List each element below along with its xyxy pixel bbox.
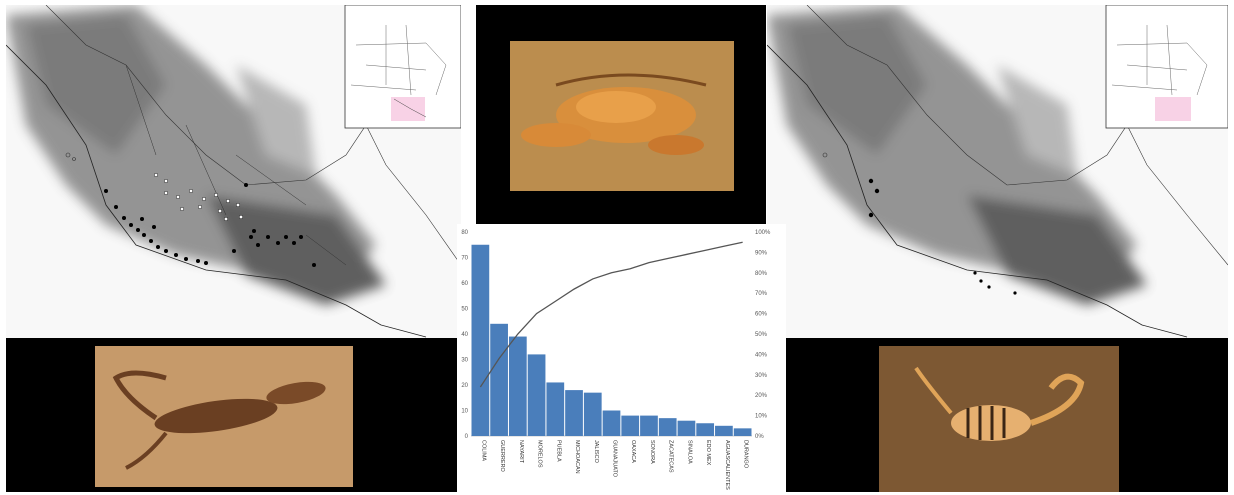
- left-map-graphic: [6, 5, 461, 338]
- category-label: SINALOA: [686, 440, 692, 464]
- category-label: COLIMA: [480, 440, 486, 461]
- y2-tick-label: 40%: [755, 352, 768, 358]
- y-tick-label: 30: [461, 358, 468, 364]
- bar: [696, 423, 715, 436]
- left-map: [6, 5, 461, 338]
- bar: [621, 415, 640, 436]
- y2-tick-label: 10%: [755, 414, 768, 420]
- category-label: AGUASCALIENTES: [724, 440, 730, 490]
- bottom-left-photo-frame: [6, 338, 457, 492]
- bar: [677, 420, 696, 436]
- y2-tick-label: 70%: [755, 291, 768, 297]
- category-label: MICHOACAN: [574, 440, 580, 474]
- y-tick-label: 60: [461, 281, 468, 287]
- bottom-right-photo-frame: [786, 338, 1228, 492]
- scorpion-photo-rock: [95, 346, 353, 487]
- y2-tick-label: 100%: [755, 230, 771, 236]
- right-map: [767, 5, 1228, 338]
- scorpion-photo-striped: [879, 346, 1119, 492]
- y2-tick-label: 30%: [755, 373, 768, 379]
- y-tick-label: 20: [461, 383, 468, 389]
- category-label: DURANGO: [743, 440, 749, 469]
- y-tick-label: 40: [461, 332, 468, 338]
- y-tick-label: 10: [461, 409, 468, 415]
- y2-tick-label: 80%: [755, 271, 768, 277]
- bar: [733, 428, 752, 436]
- category-label: EDO MEX: [705, 440, 711, 466]
- category-label: GUERRERO: [499, 440, 505, 473]
- pareto-chart: 0 10 20 30 40 50 60 70 80 0% 10% 20% 30% 40% 50% 60% 70%…: [457, 224, 786, 492]
- y-tick-label: 50: [461, 307, 468, 313]
- bar: [490, 323, 508, 436]
- right-map-graphic: [767, 5, 1228, 338]
- category-label: MORELOS: [537, 440, 543, 468]
- category-label: ZACATECAS: [668, 440, 674, 473]
- y2-tick-label: 90%: [755, 250, 768, 256]
- category-label: GUANAJUATO: [612, 440, 618, 478]
- bar: [508, 336, 527, 436]
- category-label: OAXACA: [630, 440, 636, 463]
- bar: [527, 354, 546, 436]
- bar: [658, 418, 677, 436]
- y2-tick-label: 60%: [755, 312, 768, 318]
- pareto-chart-svg: 0 10 20 30 40 50 60 70 80 0% 10% 20% 30% 40% 50% 60% 70%…: [461, 230, 771, 490]
- scorpion-photo-dorsal: [510, 41, 734, 191]
- y-tick-label: 0: [465, 434, 469, 440]
- y2-tick-label: 0%: [755, 434, 764, 440]
- cumulative-line: [479, 241, 743, 388]
- bar: [715, 425, 733, 436]
- y2-tick-label: 20%: [755, 393, 768, 399]
- category-label: PUEBLA: [555, 440, 561, 462]
- bar: [546, 382, 565, 436]
- top-photo-frame: [476, 5, 766, 224]
- bar: [583, 392, 602, 436]
- bar: [471, 244, 490, 436]
- bar: [565, 390, 583, 436]
- category-label: JALISCO: [593, 440, 599, 464]
- category-label: SONORA: [649, 440, 655, 464]
- bar: [640, 415, 658, 436]
- y-tick-label: 70: [461, 256, 468, 262]
- y-tick-label: 80: [461, 230, 468, 236]
- bar: [602, 410, 621, 436]
- category-label: NAYARIT: [518, 440, 524, 464]
- y2-tick-label: 50%: [755, 332, 768, 338]
